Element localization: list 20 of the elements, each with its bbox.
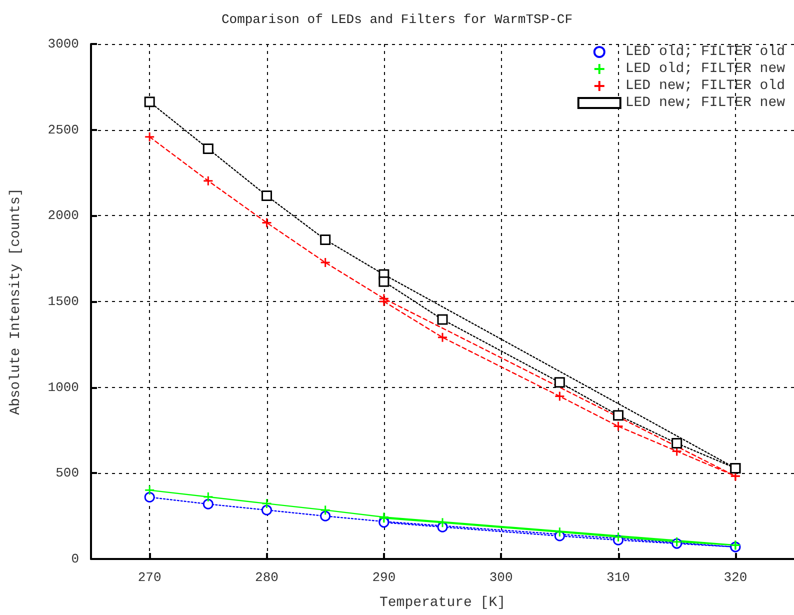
y-tick-label: 1500 — [48, 294, 79, 309]
y-tick-label: 2000 — [48, 208, 79, 224]
legend-label: LED new; FILTER old — [625, 78, 786, 94]
x-tick-label: 280 — [255, 570, 278, 585]
y-tick-label: 3000 — [48, 36, 79, 52]
y-tick-label: 0 — [71, 552, 79, 566]
x-tick-label: 320 — [724, 570, 748, 585]
x-tick-label: 270 — [138, 570, 162, 585]
x-axis-title: Temperature [K] — [379, 595, 506, 611]
x-tick-label: 300 — [489, 570, 513, 585]
x-tick-label: 290 — [372, 570, 396, 585]
legend-label: LED old; FILTER new — [625, 61, 786, 77]
y-tick-label: 2500 — [48, 122, 79, 138]
legend-label: LED new; FILTER new — [625, 95, 786, 111]
y-tick-label: 1000 — [48, 380, 79, 395]
y-axis-title: Absolute Intensity [counts] — [8, 188, 24, 415]
legend-label: LED old; FILTER old — [625, 44, 786, 60]
y-tick-label: 500 — [56, 466, 79, 481]
chart-title: Comparison of LEDs and Filters for WarmTSP-CF — [221, 12, 573, 27]
x-tick-label: 310 — [606, 570, 630, 585]
